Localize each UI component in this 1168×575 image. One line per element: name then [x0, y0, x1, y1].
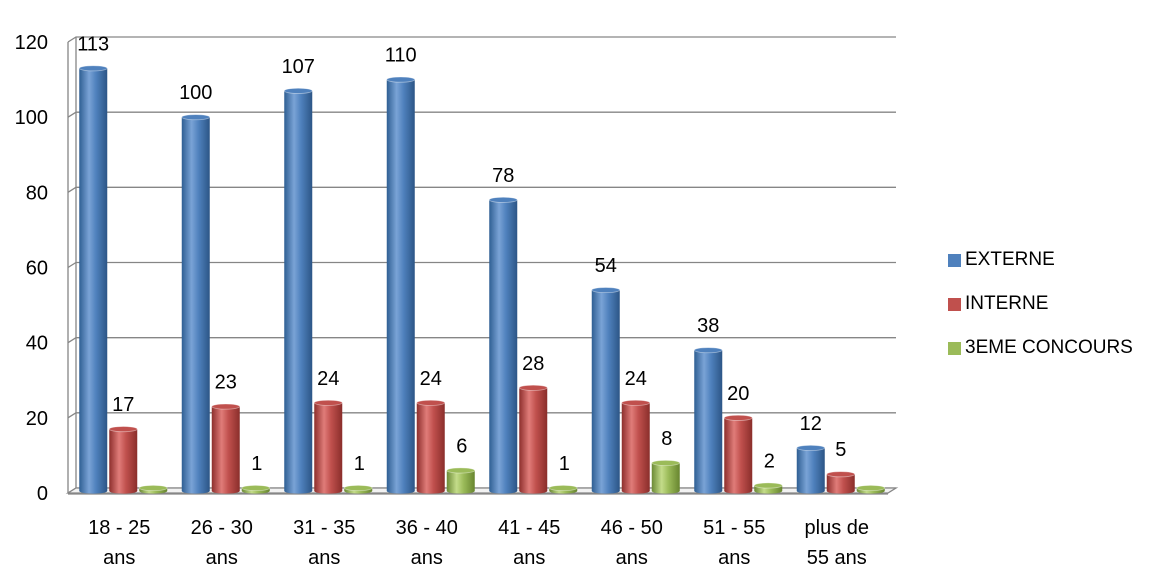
data-label: 1	[354, 453, 365, 475]
legend-label-interne: INTERNE	[965, 293, 1049, 314]
x-category-label: ans	[718, 547, 750, 569]
bar-externe	[283, 87, 313, 494]
bar-externe	[693, 347, 723, 494]
bar-3eme-concours	[241, 484, 271, 494]
data-label: 28	[522, 353, 544, 375]
data-label: 24	[625, 368, 647, 390]
bar-3eme-concours	[138, 484, 168, 494]
bar-interne	[621, 399, 651, 494]
y-tick-label: 40	[26, 333, 48, 355]
legend-swatch-interne	[948, 297, 961, 311]
legend-label-externe: EXTERNE	[965, 249, 1055, 270]
data-label: 20	[727, 383, 749, 405]
legend-swatch-externe	[948, 253, 961, 267]
x-category-label: 26 - 30	[191, 517, 253, 539]
legend-swatch-3eme-concours	[948, 341, 961, 355]
bars	[78, 65, 886, 494]
data-label: 24	[420, 368, 442, 390]
x-category-label: 51 - 55	[703, 517, 765, 539]
x-category-label: ans	[308, 547, 340, 569]
legend-item-interne: INTERNE	[948, 282, 1168, 326]
data-label: 8	[661, 428, 672, 450]
y-axis-tick-labels: 0 20 40 60 80 100 120	[15, 32, 48, 505]
bar-interne	[723, 414, 753, 494]
data-label: 113	[77, 33, 109, 55]
data-label: 107	[282, 56, 315, 78]
bar-3eme-concours	[651, 459, 681, 494]
y-tick-label: 20	[26, 408, 48, 430]
y-tick-label: 120	[15, 32, 48, 54]
y-tick-label: 80	[26, 182, 48, 204]
legend-item-externe: EXTERNE	[948, 238, 1168, 282]
data-label: 54	[595, 255, 617, 277]
bar-externe	[181, 114, 211, 494]
data-label: 24	[317, 368, 339, 390]
x-category-label: plus de	[805, 517, 870, 539]
data-label: 78	[492, 165, 514, 187]
bar-externe	[796, 444, 826, 494]
bar-externe	[591, 287, 621, 494]
x-category-label: 46 - 50	[601, 517, 663, 539]
legend: EXTERNE INTERNE 3EME CONCOURS	[948, 238, 1168, 370]
axes	[65, 37, 899, 495]
data-label: 100	[179, 82, 212, 104]
y-tick-label: 0	[37, 483, 48, 505]
data-label: 17	[112, 394, 134, 416]
bar-3eme-concours	[343, 484, 373, 494]
data-label: 110	[385, 45, 417, 67]
data-label: 38	[697, 315, 719, 337]
bar-3eme-concours	[548, 484, 578, 494]
bar-3eme-concours	[753, 482, 783, 494]
legend-label-3eme-concours: 3EME CONCOURS	[965, 337, 1133, 358]
bar-interne	[826, 471, 856, 494]
x-category-label: ans	[513, 547, 545, 569]
x-category-label: ans	[411, 547, 443, 569]
bar-3eme-concours	[446, 467, 476, 494]
x-category-label: ans	[616, 547, 648, 569]
bar-externe	[78, 65, 108, 494]
bar-interne	[108, 426, 138, 494]
data-label: 1	[251, 453, 262, 475]
bar-interne	[416, 399, 446, 494]
bar-externe	[488, 196, 518, 494]
x-category-label: 36 - 40	[396, 517, 458, 539]
gridline	[67, 36, 896, 43]
x-category-label: 31 - 35	[293, 517, 355, 539]
x-category-label: 18 - 25	[88, 517, 150, 539]
data-label: 12	[800, 413, 822, 435]
data-label: 23	[215, 372, 237, 394]
x-category-label: ans	[206, 547, 238, 569]
bar-3eme-concours	[856, 484, 886, 494]
bar-externe	[386, 76, 416, 494]
data-label: 2	[764, 450, 775, 472]
x-category-label: 55 ans	[807, 547, 867, 569]
x-axis-category-labels: 18 - 25 ans 26 - 30 ans 31 - 35 ans 36 - 40 ans…	[88, 517, 869, 569]
y-tick-label: 60	[26, 258, 48, 280]
legend-item-3eme-concours: 3EME CONCOURS	[948, 326, 1168, 370]
data-label: 5	[835, 439, 846, 461]
bar-interne	[313, 399, 343, 494]
bar-interne	[518, 384, 548, 494]
x-category-label: ans	[103, 547, 135, 569]
y-tick-label: 100	[15, 107, 48, 129]
data-label: 1	[559, 453, 570, 475]
bar-interne	[211, 403, 241, 494]
x-category-label: 41 - 45	[498, 517, 560, 539]
data-label: 6	[456, 435, 467, 457]
